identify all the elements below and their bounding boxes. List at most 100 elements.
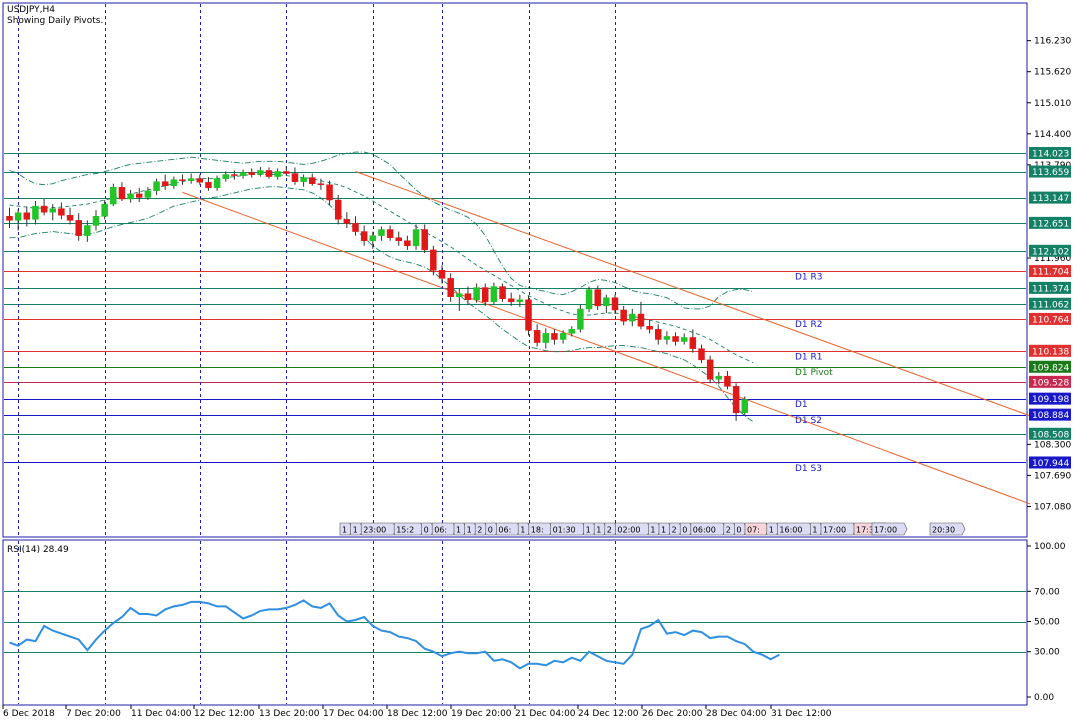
event-marker-label: 0	[736, 526, 741, 535]
indicator-subtitle: Showing Daily Pivots.	[7, 16, 103, 26]
bull-candle	[542, 333, 550, 343]
price-level-box	[1029, 281, 1071, 294]
price-level-box	[1029, 408, 1071, 421]
event-marker[interactable]: 06:	[496, 522, 521, 536]
bull-candle	[32, 205, 39, 220]
bull-candle	[715, 375, 723, 380]
event-marker[interactable]: 01:30	[550, 522, 586, 536]
pivot-label: D1 Pivot	[795, 368, 833, 378]
event-marker-label: 23:00	[363, 526, 386, 535]
price-level-label: 112.651	[1032, 219, 1069, 229]
price-level-box	[1029, 360, 1071, 373]
time-tick-label: 6 Dec 2018	[3, 709, 55, 719]
event-marker-label: 17:00	[823, 526, 846, 535]
bull-candle	[603, 297, 610, 307]
bull-candle	[378, 229, 385, 236]
event-marker[interactable]: 20:30	[929, 522, 966, 536]
event-marker[interactable]: 18:	[528, 522, 553, 536]
event-marker-label: 2	[672, 526, 677, 535]
rsi-tick-label: 30.00	[1034, 648, 1060, 658]
event-marker-box	[871, 522, 908, 536]
bear-candle	[317, 183, 325, 185]
price-tick-label: 111.960	[1034, 254, 1071, 264]
bull-candle	[187, 178, 195, 181]
bear-candle	[464, 293, 472, 301]
event-marker-label: 2	[477, 526, 482, 535]
time-tick-label: 11 Dec 04:00	[131, 709, 192, 719]
price-level-label: 112.102	[1032, 247, 1069, 257]
bull-candle	[680, 337, 688, 342]
price-tick-label: 107.080	[1034, 502, 1071, 512]
price-level-box	[1029, 375, 1071, 388]
bear-candle	[507, 298, 515, 303]
pivot-label: D1 R3	[795, 272, 823, 282]
bear-candle	[360, 231, 368, 241]
bear-candle	[438, 270, 446, 279]
bull-candle	[456, 293, 463, 297]
event-marker[interactable]: 23:00	[360, 522, 397, 536]
price-level-label: 109.824	[1032, 363, 1069, 373]
bull-candle	[222, 174, 229, 179]
bull-candle	[300, 177, 307, 182]
bear-candle	[732, 386, 740, 414]
channel-trendline	[355, 171, 1031, 417]
event-marker[interactable]: 16:00	[777, 522, 813, 536]
bull-candle	[585, 289, 593, 310]
event-marker-label: 1	[456, 526, 461, 535]
time-tick-label: 28 Dec 04:00	[706, 709, 767, 719]
channel-trendline	[182, 191, 1031, 505]
event-marker-label: 18:	[531, 526, 544, 535]
bull-candle	[49, 208, 56, 213]
bear-candle	[161, 181, 169, 186]
bear-candle	[395, 237, 402, 241]
price-tick-label: 107.690	[1034, 471, 1071, 481]
event-marker-label: 1	[650, 526, 655, 535]
pivot-label: D1 S3	[795, 464, 822, 474]
bear-candle	[205, 181, 212, 189]
bear-candle	[386, 229, 394, 238]
price-level-box	[1029, 147, 1071, 160]
bear-candle	[421, 229, 428, 251]
bear-candle	[334, 199, 342, 220]
bear-candle	[136, 193, 143, 198]
event-marker[interactable]: 17:00	[871, 522, 908, 536]
price-level-box	[1029, 456, 1071, 469]
time-tick-label: 19 Dec 20:00	[451, 709, 512, 719]
event-marker-label: 0	[488, 526, 493, 535]
event-marker[interactable]: 07:	[744, 522, 770, 536]
event-marker[interactable]: 15:2	[393, 522, 424, 536]
price-level-label: 114.023	[1032, 150, 1069, 160]
event-marker[interactable]: 17:00	[820, 522, 857, 536]
bear-candle	[482, 287, 489, 303]
price-tick-label: 115.010	[1034, 99, 1071, 109]
event-marker-label: 17:30	[856, 526, 879, 535]
event-marker-label: 07:	[747, 526, 760, 535]
bollinger-upper-band	[9, 151, 754, 310]
bear-candle	[231, 174, 238, 176]
bull-candle	[274, 171, 281, 177]
bear-candle	[179, 179, 186, 181]
rsi-tick-label: 0.00	[1034, 693, 1054, 703]
time-tick-label: 18 Dec 12:00	[387, 709, 448, 719]
pivot-label: D1 R2	[795, 320, 823, 330]
event-marker-label: 01:30	[553, 526, 576, 535]
bull-candle	[170, 179, 178, 186]
bull-candle	[369, 235, 377, 241]
price-tick-label: 115.620	[1034, 68, 1071, 78]
pivot-label: D1 R1	[795, 352, 823, 362]
event-marker[interactable]: 02:00	[615, 522, 651, 536]
price-panel-frame	[2, 2, 1028, 538]
bull-candle	[490, 286, 498, 303]
time-tick-label: 7 Dec 20:00	[66, 709, 121, 719]
event-marker-label: 06:00	[693, 526, 716, 535]
price-level-box	[1029, 344, 1071, 357]
event-marker-label: 20:30	[932, 526, 955, 535]
event-marker[interactable]: 06:00	[690, 522, 727, 536]
event-marker-label: 1	[586, 526, 591, 535]
time-tick-label: 31 Dec 12:00	[771, 709, 832, 719]
price-tick-label: 114.400	[1034, 130, 1071, 140]
bear-candle	[447, 278, 454, 297]
event-marker[interactable]: 06:	[431, 522, 457, 536]
bull-candle	[144, 190, 152, 198]
